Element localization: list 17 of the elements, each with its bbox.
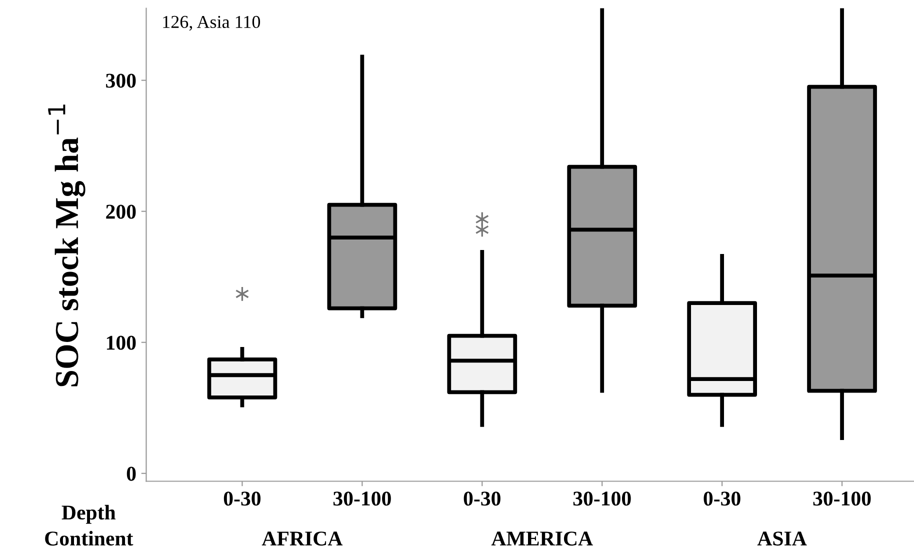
- text: AMERICA: [491, 532, 593, 546]
- text: Depth: [62, 504, 116, 524]
- annotation: 126, Asia 110: [163, 16, 260, 31]
- x-tick-label: 0-30: [224, 492, 261, 506]
- y-tick-label: 300: [106, 74, 136, 88]
- x-tick-label: 0-30: [464, 492, 500, 506]
- x-tick-label: 30-100: [333, 492, 391, 506]
- x-tick-label: 30-100: [573, 492, 631, 506]
- y-tick-label: 200: [106, 204, 136, 219]
- text: AFRICA: [262, 532, 343, 546]
- y-axis-title: SOC stock Mg ha$^{−1}$: [48, 104, 86, 386]
- x-tick-label: 30-100: [813, 492, 871, 506]
- text: Continent: [45, 530, 134, 546]
- x-tick-label: 0-30: [704, 492, 740, 506]
- y-tick-label: 0: [126, 466, 136, 481]
- y-tick-label: 100: [106, 336, 136, 350]
- text: ASIA: [757, 532, 807, 546]
